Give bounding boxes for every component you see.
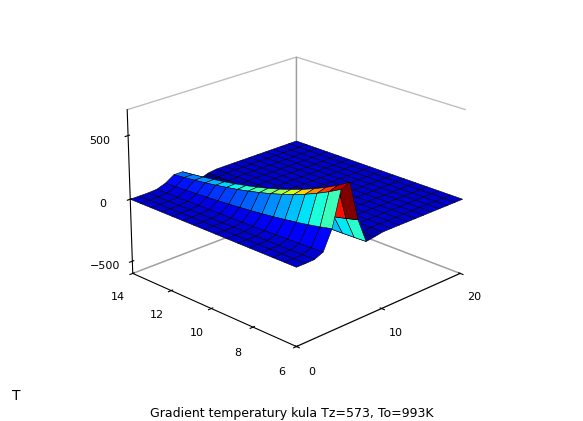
Text: Gradient temperatury kula Tz=573, To=993K: Gradient temperatury kula Tz=573, To=993… <box>150 407 433 420</box>
Text: T: T <box>12 389 20 403</box>
